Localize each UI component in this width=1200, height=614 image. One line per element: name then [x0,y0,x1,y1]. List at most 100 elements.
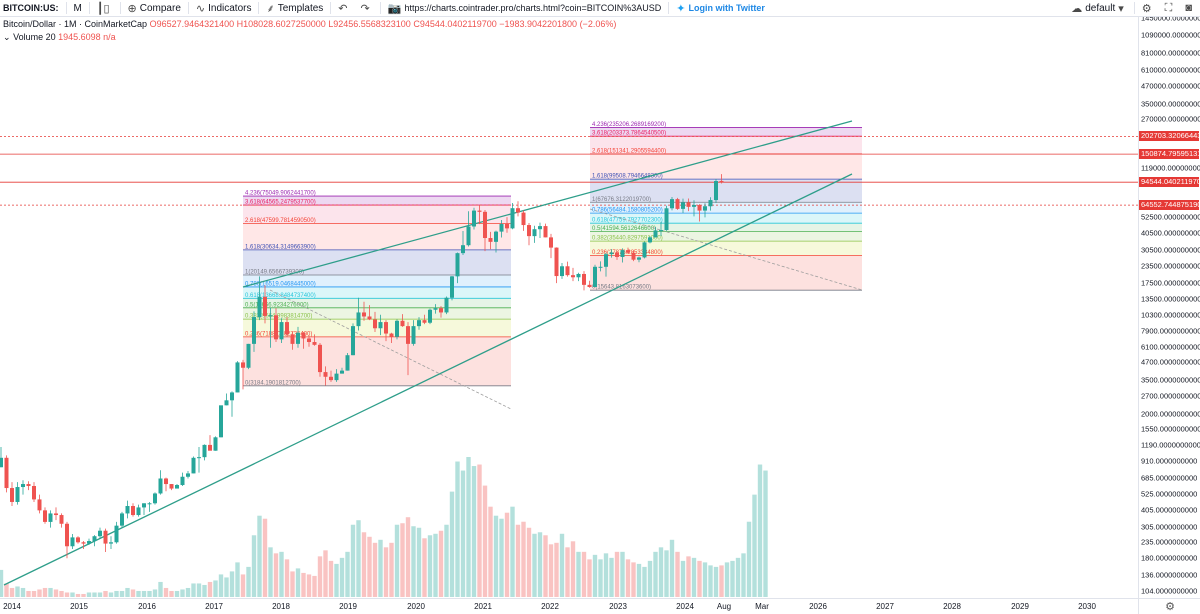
time-tick-label: 2021 [474,602,492,611]
volume-bar [449,491,455,597]
fib-band [243,275,511,287]
candle-body [4,457,9,489]
volume-bar [295,568,301,597]
price-tick-label: 104.0000000000 [1141,586,1198,596]
undo-button[interactable]: ↶ [333,0,355,17]
volume-bar [647,560,653,597]
candle-body [648,237,652,243]
axis-settings-button[interactable]: ⚙ [1138,598,1200,614]
time-axis[interactable]: 2014 2015 2016 2017 2018 2019 2020 2021 2022 2023… [0,598,1138,614]
candle-body [186,473,190,477]
candle-body [653,230,658,238]
fib-level-label: 2.618(151341.2905594400) [592,148,666,154]
snapshot-url[interactable]: https://charts.cointrader.pro/charts.htm… [404,3,662,13]
twitter-login-button[interactable]: ✦ Login with Twitter [671,0,770,17]
twitter-login-label: Login with Twitter [688,3,765,13]
redo-button[interactable]: ↷ [356,0,378,17]
candle-body [164,478,168,485]
candle-body [631,252,636,260]
volume-bar [746,521,752,597]
volume-bar [0,569,4,597]
price-tick-label: 470000.0000000000 [1141,81,1200,91]
candles-icon: ┃▯ [96,2,110,15]
volume-bar [218,574,224,597]
candle-body [675,199,680,209]
candle-body [120,513,124,526]
chart-style-button[interactable]: ┃▯ [92,0,118,17]
volume-bar [741,553,746,597]
volume-bar [15,586,20,597]
collapse-legend-icon[interactable]: ⌄ [3,32,11,42]
volume-bar [554,542,559,597]
toolbar-divider [668,2,670,14]
price-axis[interactable]: 1900000.00000000001450000.00000000001090… [1138,17,1200,598]
symbol-search[interactable]: BITCOIN:US: [3,3,59,13]
price-tick-label: 1190.0000000000 [1141,440,1200,450]
candle-body [642,242,647,258]
volume-bar [466,457,471,597]
volume-bar [724,562,730,597]
volume-bar [323,550,328,597]
fib-level-label: 0.618(13668.8484737400) [245,293,316,299]
volume-bar [603,553,609,597]
volume-bar [675,551,680,597]
volume-bar [317,556,323,597]
fullscreen-button[interactable]: ⛶ [1160,0,1181,17]
price-level-tag: 94544.0402119700 [1139,177,1199,188]
price-chart[interactable]: 4.236(75049.9062441700) 3.618(64565.24795… [0,17,1138,598]
candle-body [417,320,421,327]
candle-body [576,273,581,278]
fib-band [590,127,862,137]
volume-bar [510,506,515,597]
templates-button[interactable]: ⸙ Templates [261,0,328,17]
indicators-button[interactable]: ∿ Indicators [191,0,257,17]
interval-button[interactable]: M [73,2,82,14]
candle-body [637,257,641,260]
snapshot-button[interactable]: 📷 https://charts.cointrader.pro/charts.ht… [383,0,667,17]
volume-bar [59,590,64,597]
volume-bar [471,466,477,597]
volume-bar [97,592,103,597]
volume-bar [268,547,273,597]
candle-body [252,317,256,344]
toolbar-divider [379,2,381,14]
fib-level-label: 2.618(47599.7814590500) [245,218,316,224]
fib-level-label: 0.5(41594.5612646600) [592,226,656,232]
compare-button[interactable]: ⊕ Compare [123,0,186,17]
fib-trend-line [589,208,863,291]
layout-selector[interactable]: ☁ default ▾ [1066,0,1132,17]
candle-body [26,484,31,487]
volume-bar [389,542,394,597]
toolbar-divider [119,2,121,14]
volume-bar [141,590,147,597]
candle-body [411,326,416,344]
volume-bar [416,527,422,597]
indicators-icon: ∿ [195,2,206,15]
volume-bar [224,577,229,597]
candle-body [384,322,388,334]
price-tick-label: 350000.0000000000 [1141,99,1200,109]
candle-body [235,362,240,393]
candle-body [296,332,300,344]
time-tick-label: 2016 [138,602,156,611]
candle-body [15,487,20,502]
volume-bar [53,589,59,597]
camera-icon: ◙ [1185,2,1192,14]
volume-bar [207,581,213,597]
volume-bar [257,515,262,597]
time-tick-label: 2029 [1011,602,1029,611]
volume-bar [378,539,383,597]
screenshot-button[interactable]: ◙ [1180,0,1200,17]
volume-bar [614,551,620,597]
volume-bar [526,527,532,597]
volume-bar [361,532,367,597]
fib-level-label: 1(20149.6566739300) [245,270,304,276]
time-tick-label: 2022 [541,602,559,611]
trend-line-upper [242,120,853,288]
price-tick-label: 235.0000000000 [1141,537,1198,547]
price-tick-label: 910.0000000000 [1141,456,1198,466]
candle-body [351,326,355,356]
volume-bar [576,551,581,597]
settings-button[interactable]: ⚙ [1137,0,1160,17]
fib-level-label: 3.618(203373.7864540500) [592,131,666,137]
